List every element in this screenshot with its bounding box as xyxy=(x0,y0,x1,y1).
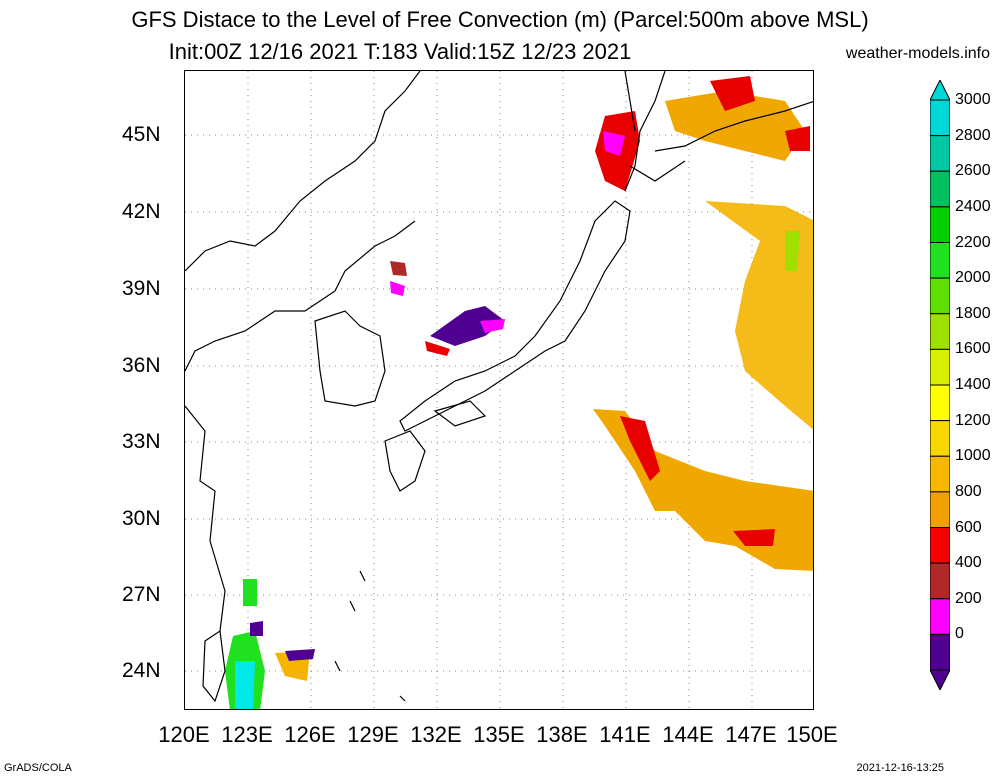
colorbar-cap-top xyxy=(930,80,950,101)
lon-label: 144E xyxy=(662,722,714,747)
map-title: GFS Distace to the Level of Free Convect… xyxy=(131,7,869,32)
colorbar-label: 1200 xyxy=(955,411,991,429)
colorbar-label: 400 xyxy=(955,554,982,572)
map-canvas xyxy=(185,71,813,709)
colorbar-swatch xyxy=(930,135,950,172)
footer-credit: GrADS/COLA xyxy=(4,762,72,774)
lon-label: 138E xyxy=(536,722,588,747)
colorbar xyxy=(930,80,950,690)
colorbar-label: 2400 xyxy=(955,197,991,215)
colorbar-label: 3000 xyxy=(955,91,991,108)
colorbar-label: 2200 xyxy=(955,233,991,251)
lat-label: 39N xyxy=(122,277,161,300)
map-panel xyxy=(184,70,814,710)
colorbar-label: 600 xyxy=(955,518,982,536)
lon-label: 129E xyxy=(347,722,399,747)
lat-label: 30N xyxy=(122,507,161,530)
colorbar-label: 200 xyxy=(955,589,982,607)
colorbar-swatch xyxy=(930,420,950,457)
lon-label: 147E xyxy=(725,722,777,747)
lon-label: 126E xyxy=(284,722,336,747)
lat-label: 27N xyxy=(122,583,161,606)
colorbar-swatch xyxy=(930,242,950,279)
colorbar-label: 0 xyxy=(955,625,964,643)
site-credit: weather-models.info xyxy=(845,45,990,62)
lon-label: 132E xyxy=(410,722,462,747)
lon-label: 135E xyxy=(473,722,525,747)
colorbar-swatch xyxy=(930,348,950,386)
colorbar-swatch xyxy=(930,455,950,493)
colorbar-swatch xyxy=(930,277,950,315)
colorbar-swatch xyxy=(930,527,950,564)
colorbar-swatch xyxy=(930,633,950,671)
colorbar-swatch xyxy=(930,562,950,600)
colorbar-swatch xyxy=(930,313,950,350)
lon-label: 141E xyxy=(599,722,651,747)
colorbar-swatch xyxy=(930,99,950,137)
lat-label: 45N xyxy=(122,123,161,146)
lat-label: 36N xyxy=(122,354,161,377)
lfc-shading xyxy=(225,76,813,709)
colorbar-swatch xyxy=(930,491,950,528)
colorbar-label: 2600 xyxy=(955,162,991,180)
graticule xyxy=(185,71,813,709)
lat-label: 42N xyxy=(122,200,161,223)
colorbar-label: 1600 xyxy=(955,340,991,358)
colorbar-swatch xyxy=(930,598,950,635)
colorbar-swatch xyxy=(930,170,950,208)
colorbar-label: 1800 xyxy=(955,304,991,322)
coastlines xyxy=(185,71,813,703)
colorbar-swatch xyxy=(930,384,950,422)
colorbar-label: 1400 xyxy=(955,376,991,393)
lon-label: 120E xyxy=(158,722,210,747)
lon-label: 150E xyxy=(786,722,838,747)
colorbar-label: 800 xyxy=(955,482,982,500)
lon-label: 123E xyxy=(221,722,273,747)
colorbar-cap-bottom xyxy=(930,669,950,690)
map-subtitle: Init:00Z 12/16 2021 T:183 Valid:15Z 12/2… xyxy=(168,39,632,64)
colorbar-label: 2000 xyxy=(955,269,991,287)
footer-timestamp: 2021-12-16-13:25 xyxy=(856,762,944,774)
colorbar-label: 2800 xyxy=(955,126,991,144)
lat-label: 33N xyxy=(122,430,161,453)
colorbar-swatch xyxy=(930,206,950,243)
colorbar-label: 1000 xyxy=(955,447,991,465)
lat-label: 24N xyxy=(122,659,161,682)
